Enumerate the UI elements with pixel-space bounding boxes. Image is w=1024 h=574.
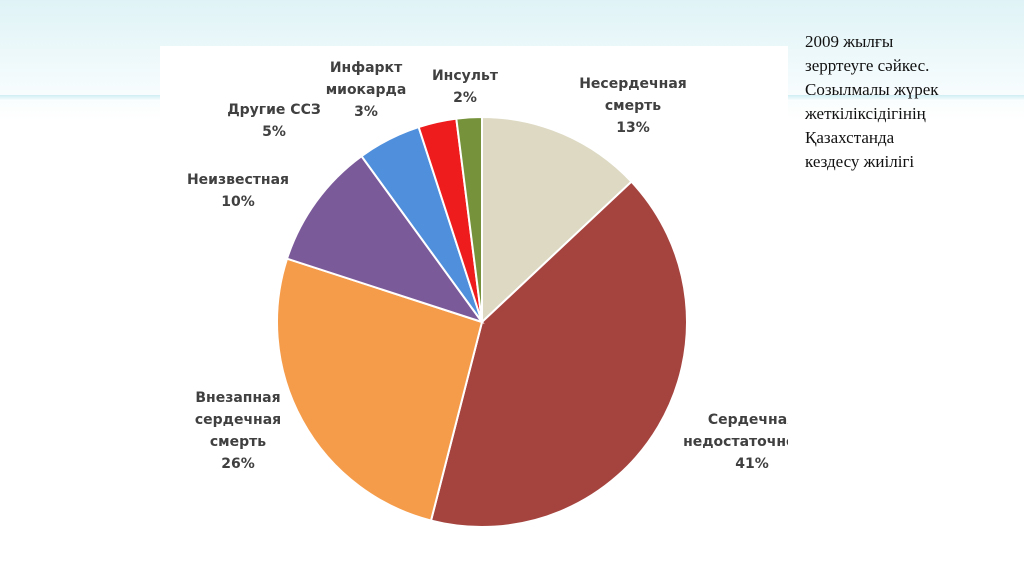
pie-slice-label: Сердечнаянедостаточность41%: [683, 412, 788, 472]
pie-slice-label: Несердечная смерть 13%: [579, 76, 687, 136]
side-caption-line: Созылмалы жүрек: [805, 80, 939, 99]
pie-slice-label: Внезапная сердечная смерть 26%: [195, 390, 281, 472]
pie-chart: Несердечная смерть 13% Сердечная недостаточн…: [187, 60, 788, 528]
pie-slice: [455, 115, 483, 323]
side-caption-line: 2009 жылғы: [805, 32, 894, 51]
pie-slice-label: Неизвестная 10%: [187, 172, 289, 210]
pie-slice-label: Инсульт 2%: [432, 68, 499, 106]
side-caption-line: Қазахстанда: [805, 128, 895, 147]
pie-labels: Несердечная смерть 13% Сердечная недостаточн…: [187, 60, 788, 472]
side-caption-line: жеткіліксідігінің: [805, 104, 926, 123]
side-caption-line: зерртеуге сәйкес.: [805, 56, 930, 75]
pie-slices: [276, 115, 688, 528]
pie-slice-label: Инфаркт миокарда 3%: [326, 60, 407, 120]
pie-slice: [285, 154, 485, 324]
side-caption: 2009 жылғы зерртеуге сәйкес. Созылмалы ж…: [805, 30, 1020, 174]
pie-slice: [429, 180, 688, 528]
pie-slice: [481, 115, 633, 325]
pie-slice: [276, 257, 484, 522]
side-caption-line: кездесу жиілігі: [805, 152, 915, 171]
pie-slice-label: Другие ССЗ 5%: [227, 102, 321, 140]
